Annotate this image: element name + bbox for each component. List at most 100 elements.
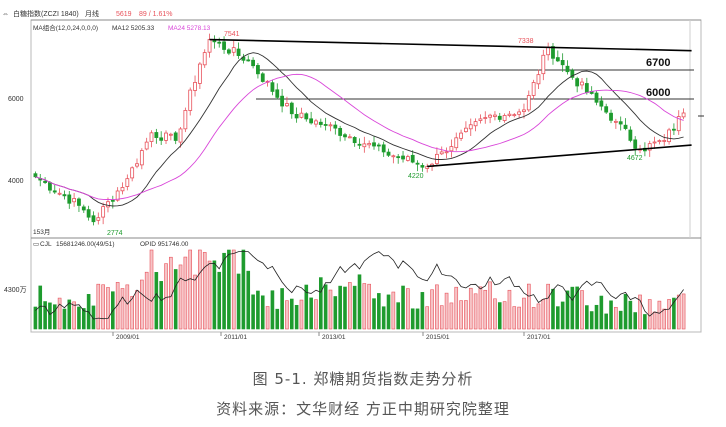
candle-body [604, 106, 609, 113]
candle [212, 35, 217, 49]
symbol-name: 白糖指数(ZCZI 1840) [13, 9, 79, 18]
candle [197, 62, 202, 89]
volume-bar [599, 295, 604, 330]
candle-body [125, 178, 130, 187]
candle-body [372, 142, 376, 147]
volume-bar [285, 300, 289, 330]
open-interest-line [35, 251, 684, 320]
figure-source: 资料来源：文华财经 方正中期研究院整理 [216, 400, 510, 418]
candle-body [120, 187, 125, 192]
candle [72, 192, 77, 207]
volume-bar [202, 252, 207, 330]
candle [67, 191, 72, 209]
volume-bar [473, 293, 478, 330]
candle [580, 78, 584, 90]
volume-bar [580, 290, 584, 330]
volume-bar [101, 284, 105, 330]
volume-bar [425, 306, 430, 330]
volume-bar [309, 297, 313, 330]
volume-bar [512, 306, 517, 330]
candle-body [256, 65, 260, 75]
candle [541, 49, 546, 81]
volume-bar [328, 289, 333, 330]
candle [555, 50, 560, 63]
candle-body [526, 95, 531, 111]
candle [338, 125, 343, 142]
volume-bar [260, 295, 265, 330]
upper-trendline [209, 38, 692, 52]
volume-bar [314, 299, 318, 330]
candle [270, 79, 275, 96]
candle [613, 118, 618, 129]
candle [120, 182, 125, 195]
candle-body [217, 41, 222, 44]
candle-body [130, 167, 135, 179]
candle-body [464, 127, 468, 133]
candle [623, 118, 628, 131]
volume-bar [43, 301, 47, 330]
candle [372, 136, 376, 150]
candle-body [304, 113, 309, 120]
volume-bar [149, 249, 154, 330]
candle-body [139, 150, 144, 166]
volume-bar [502, 301, 507, 330]
candle-body [33, 173, 38, 178]
candle-body [609, 112, 613, 121]
candle-body [555, 57, 560, 62]
candle [405, 154, 410, 162]
candle [401, 151, 405, 163]
candle-body [314, 120, 318, 125]
candle [52, 184, 57, 195]
candle-body [77, 198, 81, 206]
candle-body [251, 59, 255, 67]
volume-bar [130, 296, 134, 330]
candle-body [144, 141, 149, 150]
volume-bar [231, 249, 236, 330]
volume-icon: ▭ [33, 241, 39, 248]
candle-body [343, 134, 347, 138]
candle-body [662, 140, 667, 142]
volume-bar [183, 256, 188, 330]
volume-bar [198, 249, 202, 330]
volume-bar [72, 301, 76, 330]
low-label-2774: 2774 [107, 230, 123, 237]
candle-body [420, 165, 425, 168]
candle-body [106, 201, 110, 208]
candle [149, 130, 154, 148]
candle [275, 83, 280, 100]
volume-bar [256, 290, 260, 330]
high-label-7338: 7338 [518, 38, 534, 45]
price-change: 89 / 1.61% [139, 11, 172, 18]
ma-legend-label: MA组合(12,0,24,0,0,0) [33, 23, 98, 32]
candle [570, 68, 575, 80]
candle-body [367, 143, 372, 146]
candle [599, 96, 604, 111]
volume-bar [275, 308, 280, 330]
candle-body [657, 140, 662, 143]
volume-bar [439, 305, 444, 330]
candle [483, 111, 488, 124]
candle-body [260, 73, 265, 82]
volume-label: CJL [40, 241, 52, 248]
volume-bar [120, 288, 125, 330]
candle-body [115, 190, 120, 201]
candle [260, 72, 265, 83]
candle-body [473, 121, 478, 127]
candle [207, 33, 212, 58]
candle [125, 174, 130, 191]
candle [449, 139, 454, 158]
candle [91, 211, 96, 226]
volume-bar [52, 304, 57, 330]
candle-body [48, 182, 52, 191]
level-label-6700: 6700 [646, 57, 670, 69]
candle [309, 111, 314, 125]
candle [38, 173, 43, 187]
x-label-2011: 2011/01 [224, 334, 247, 341]
opid-value: OPID 951746.00 [140, 241, 189, 248]
candle-body [294, 114, 299, 119]
volume-bar [140, 279, 144, 330]
candle [473, 118, 478, 132]
candle [227, 48, 231, 56]
candle-body [444, 151, 449, 154]
candle-body [164, 132, 168, 141]
